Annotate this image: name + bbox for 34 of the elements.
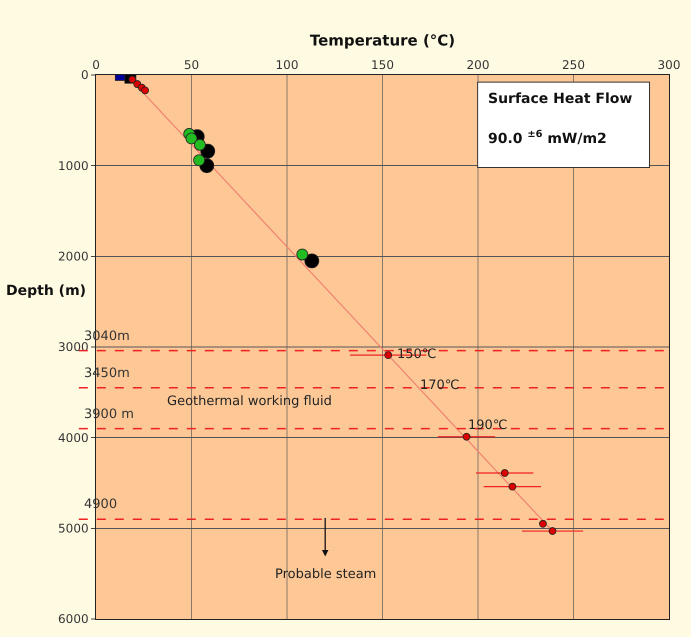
annotation: 190℃ (468, 418, 508, 433)
y-tick-label: 3000 (58, 340, 89, 354)
x-tick-label: 200 (466, 58, 490, 72)
annotation: 170℃ (420, 378, 460, 393)
point (384, 351, 392, 360)
x-tick-label: 50 (184, 58, 200, 72)
point (508, 482, 516, 491)
annotation: Surface Heat Flow (488, 91, 632, 107)
y-axis-title: Depth (m) (6, 283, 86, 299)
y-tick-label: 5000 (58, 522, 89, 536)
x-tick-label: 100 (276, 58, 298, 72)
point (296, 248, 308, 260)
point (193, 154, 206, 166)
y-tick-label: 2000 (58, 250, 89, 264)
point (304, 253, 320, 268)
point (539, 520, 547, 528)
y-tick-label: 1000 (58, 158, 89, 173)
x-tick-label: 0 (92, 58, 100, 72)
point (194, 138, 206, 151)
x-tick-label: 250 (562, 58, 585, 72)
point (548, 527, 556, 535)
x-axis-title: Temperature (°C) (310, 31, 456, 50)
annotation: 90.0 $^{±6}$ mW/m2 (488, 129, 607, 147)
x-tick-label: 150 (371, 58, 394, 72)
point (500, 469, 509, 477)
y-tick-label: 4000 (58, 430, 89, 445)
annotation: Geothermal working fluid (167, 394, 332, 409)
point (186, 132, 198, 144)
y-tick-label: 6000 (58, 612, 89, 626)
y-tick-label: 0 (80, 68, 89, 82)
point (141, 86, 149, 94)
x-tick-label: 300 (658, 58, 680, 72)
point (462, 432, 470, 441)
annotation: Probable steam (275, 567, 376, 582)
